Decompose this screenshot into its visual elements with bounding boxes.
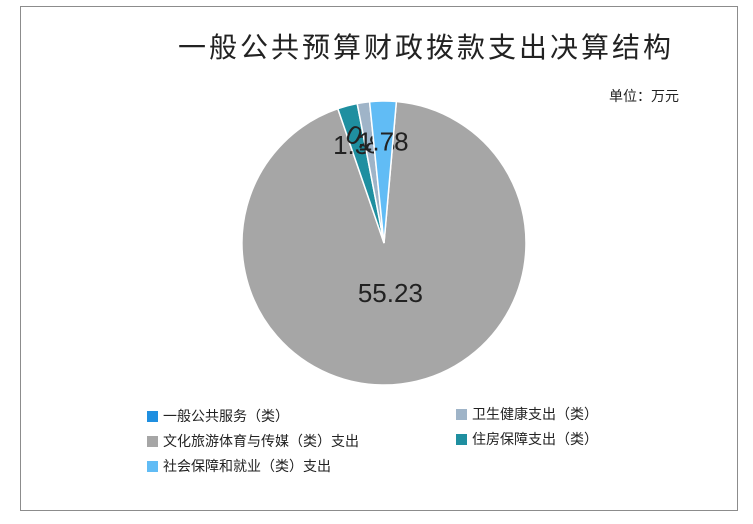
slice-data-label: 1.78 xyxy=(358,126,409,156)
legend-swatch xyxy=(147,411,158,422)
legend-swatch xyxy=(147,436,158,447)
legend-item-general-public-services: 一般公共服务（类） xyxy=(147,406,289,426)
legend-item-culture-tourism: 文化旅游体育与传媒（类）支出 xyxy=(147,431,359,451)
pie-slice xyxy=(368,100,398,244)
legend-label: 卫生健康支出（类） xyxy=(472,407,598,423)
chart-title: 一般公共预算财政拨款支出决算结构 xyxy=(178,31,675,64)
legend-item-social-security: 社会保障和就业（类）支出 xyxy=(147,456,331,476)
legend-swatch xyxy=(456,409,467,420)
pie-slice xyxy=(241,100,527,386)
legend-swatch xyxy=(456,434,467,445)
legend-item-health: 卫生健康支出（类） xyxy=(456,404,598,424)
legend-item-housing: 住房保障支出（类） xyxy=(456,429,598,449)
legend-label: 一般公共服务（类） xyxy=(163,409,289,425)
legend-label: 文化旅游体育与传媒（类）支出 xyxy=(163,434,359,450)
unit-label: 单位：万元 xyxy=(609,89,679,105)
slice-data-label: 55.23 xyxy=(358,278,423,308)
legend-label: 社会保障和就业（类）支出 xyxy=(163,459,331,475)
legend-label: 住房保障支出（类） xyxy=(472,432,598,448)
legend-swatch xyxy=(147,461,158,472)
